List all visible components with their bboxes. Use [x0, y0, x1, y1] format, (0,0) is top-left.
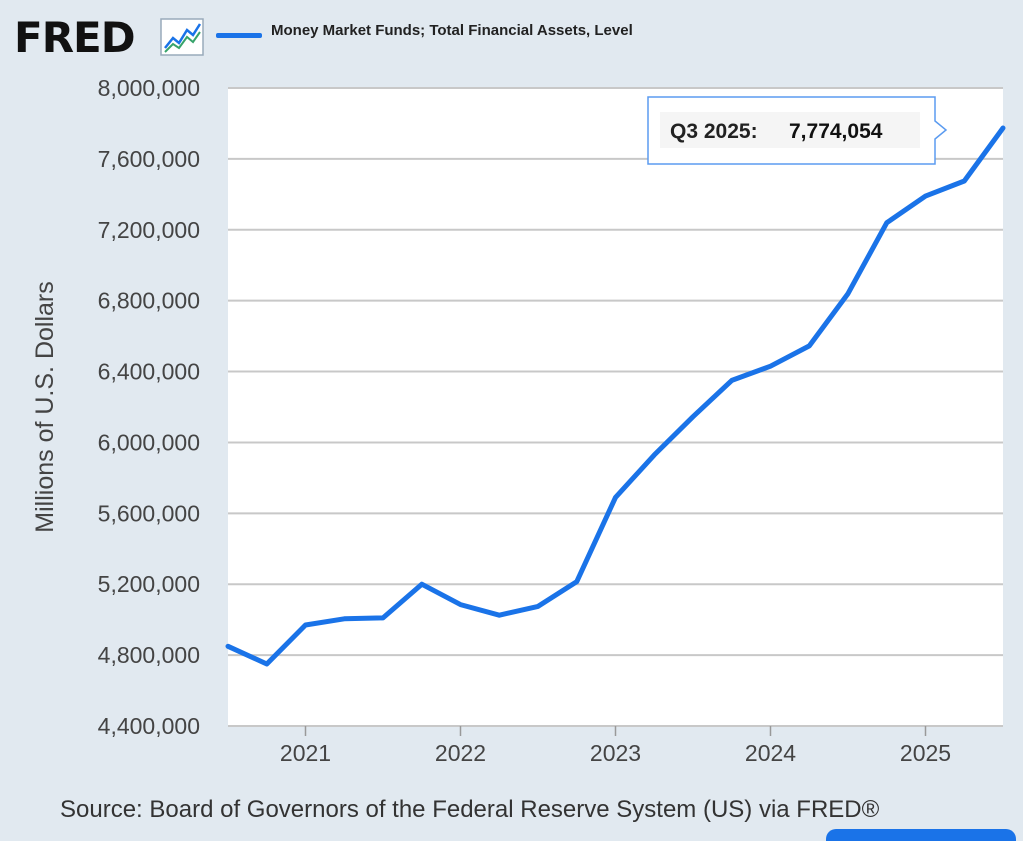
- y-tick-label: 8,000,000: [98, 75, 200, 101]
- chart-header: FRED Money Market Funds; Total Financial…: [0, 0, 1023, 70]
- x-tick-label: 2023: [590, 740, 641, 766]
- y-tick-label: 7,200,000: [98, 217, 200, 243]
- y-tick-label: 4,400,000: [98, 713, 200, 739]
- source-note: Source: Board of Governors of the Federa…: [60, 796, 880, 823]
- y-tick-label: 7,600,000: [98, 146, 200, 172]
- x-axis-ticks: 2021 2022 2023 2024 2025: [280, 726, 951, 766]
- y-tick-label: 5,200,000: [98, 571, 200, 597]
- y-tick-label: 6,800,000: [98, 288, 200, 314]
- fred-logo[interactable]: FRED: [14, 13, 136, 62]
- tooltip-label: Q3 2025:: [670, 120, 758, 143]
- y-tick-label: 5,600,000: [98, 500, 200, 526]
- y-axis-ticks: 4,400,000 4,800,000 5,200,000 5,600,000 6,00…: [98, 75, 200, 739]
- x-tick-label: 2021: [280, 740, 331, 766]
- legend-label: Money Market Funds; Total Financial Asse…: [271, 22, 633, 39]
- series-line[interactable]: [225, 125, 1006, 667]
- chart-line-icon: [160, 18, 204, 56]
- x-tick-label: 2022: [435, 740, 486, 766]
- series-layer: [225, 125, 1006, 667]
- share-button[interactable]: [826, 829, 1016, 841]
- y-tick-label: 6,000,000: [98, 429, 200, 455]
- y-tick-label: 6,400,000: [98, 359, 200, 385]
- tooltip: Q3 2025: 7,774,054: [647, 96, 948, 165]
- tooltip-value: 7,774,054: [789, 120, 883, 143]
- legend-swatch: [216, 33, 262, 38]
- x-tick-label: 2025: [900, 740, 951, 766]
- plot-area: [228, 88, 1003, 726]
- y-tick-label: 4,800,000: [98, 642, 200, 668]
- tooltip-inner: [660, 112, 920, 148]
- line-chart[interactable]: 4,400,000 4,800,000 5,200,000 5,600,000 6,00…: [0, 60, 1023, 795]
- y-axis-label: Millions of U.S. Dollars: [31, 281, 59, 532]
- x-tick-label: 2024: [745, 740, 796, 766]
